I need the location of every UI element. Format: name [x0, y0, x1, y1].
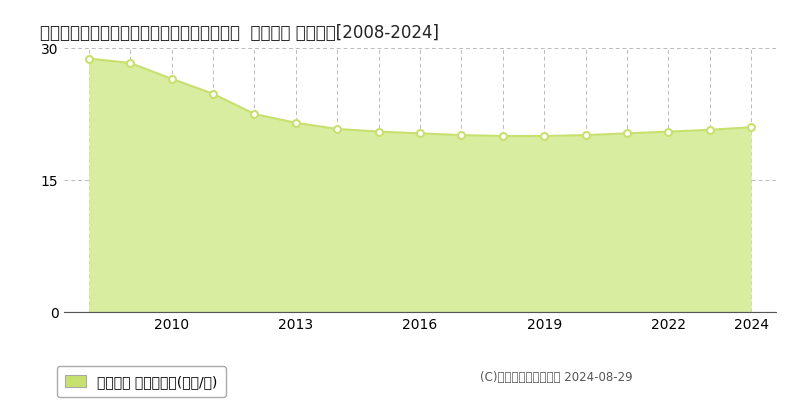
Text: (C)土地価格ドットコム 2024-08-29: (C)土地価格ドットコム 2024-08-29 [480, 371, 633, 384]
Text: 埼玉県比企郡滑川町月の輪２丁目１４番３外  地価公示 地価推移[2008-2024]: 埼玉県比企郡滑川町月の輪２丁目１４番３外 地価公示 地価推移[2008-2024… [40, 24, 439, 42]
Legend: 地価公示 平均坪単価(万円/坪): 地価公示 平均坪単価(万円/坪) [57, 366, 226, 397]
